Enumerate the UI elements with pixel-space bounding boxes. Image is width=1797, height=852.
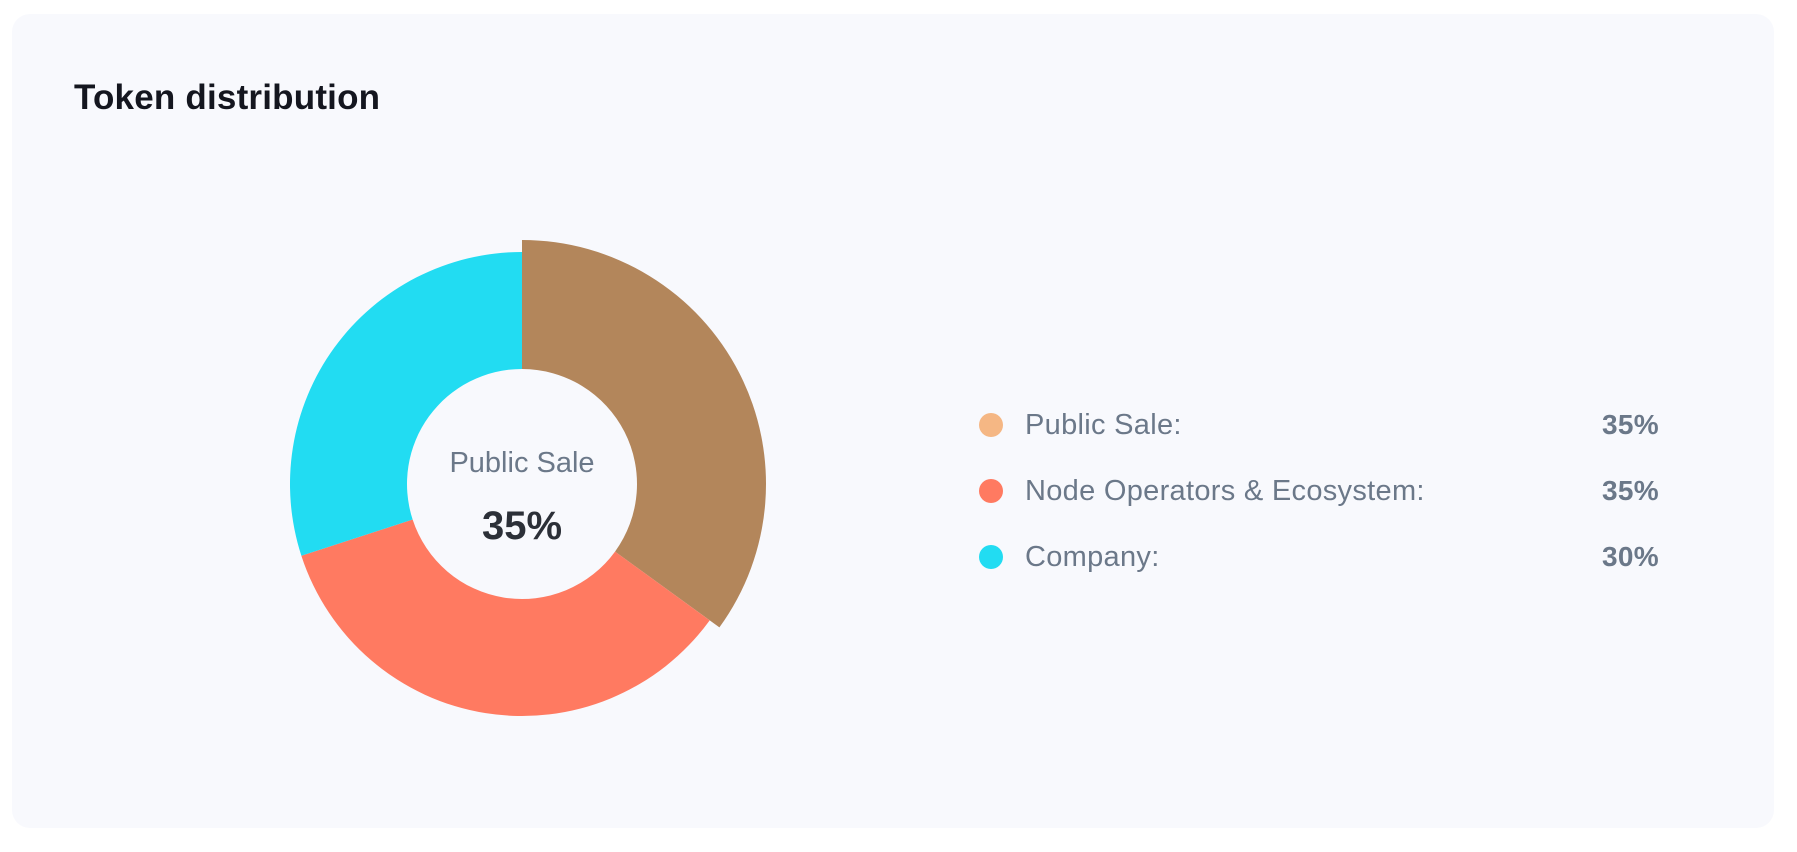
legend-dot-icon xyxy=(979,545,1003,569)
legend-item-company[interactable]: Company: 30% xyxy=(979,524,1659,590)
donut-center-label: Public Sale xyxy=(449,447,594,479)
legend-dot-icon xyxy=(979,413,1003,437)
legend-value: 35% xyxy=(1602,475,1659,506)
donut-slice-company[interactable] xyxy=(290,252,522,556)
legend-item-public-sale[interactable]: Public Sale: 35% xyxy=(979,392,1659,458)
legend-dot-icon xyxy=(979,479,1003,503)
donut-slice-node-operators-ecosystem[interactable] xyxy=(301,519,710,717)
token-distribution-card: Token distribution Public Sale 35% Publi… xyxy=(12,14,1774,828)
donut-center-value: 35% xyxy=(482,504,562,548)
legend-label: Public Sale: xyxy=(1025,408,1182,441)
legend-item-node-operators-ecosystem[interactable]: Node Operators & Ecosystem: 35% xyxy=(979,458,1659,524)
legend-label: Company: xyxy=(1025,540,1160,573)
chart-legend: Public Sale: 35% Node Operators & Ecosys… xyxy=(979,392,1659,590)
card-title: Token distribution xyxy=(74,78,381,117)
legend-label: Node Operators & Ecosystem: xyxy=(1025,474,1425,507)
legend-value: 35% xyxy=(1602,409,1659,440)
donut-chart: Public Sale 35% xyxy=(290,240,766,717)
donut-slice-public-sale[interactable] xyxy=(522,240,766,628)
legend-value: 30% xyxy=(1602,541,1659,572)
